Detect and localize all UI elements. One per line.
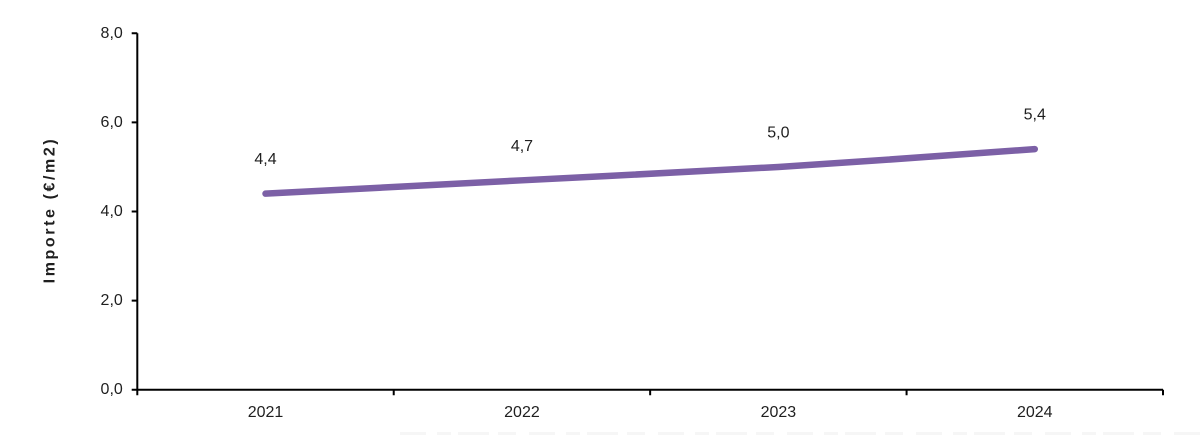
chart-axes [131, 32, 1164, 396]
x-tick-label: 2023 [761, 404, 797, 421]
series-line [262, 145, 1039, 197]
y-axis-title: Importe (€/m2) [42, 137, 59, 284]
y-tick-label: 2,0 [101, 292, 123, 309]
x-axis-tick-labels: 2021 2022 2023 2024 [248, 404, 1053, 421]
y-tick-label: 6,0 [101, 114, 123, 131]
y-tick-label: 8,0 [101, 25, 123, 42]
data-label: 5,0 [767, 124, 789, 141]
data-label: 5,4 [1024, 107, 1046, 124]
data-label: 4,7 [511, 138, 533, 155]
data-labels-group: 4,4 4,7 5,0 5,4 [254, 107, 1046, 169]
y-tick-label: 4,0 [101, 203, 123, 220]
y-tick-label: 0,0 [101, 381, 123, 398]
axis-lines [131, 32, 1164, 396]
x-tick-label: 2024 [1017, 404, 1053, 421]
data-label: 4,4 [254, 151, 276, 168]
x-tick-label: 2021 [248, 404, 284, 421]
y-axis-title-text: Importe (€/m2) [42, 137, 59, 284]
x-tick-label: 2022 [504, 404, 540, 421]
series-line-group [262, 145, 1039, 197]
y-axis-tick-labels: 0,0 2,0 4,0 6,0 8,0 [101, 25, 123, 398]
